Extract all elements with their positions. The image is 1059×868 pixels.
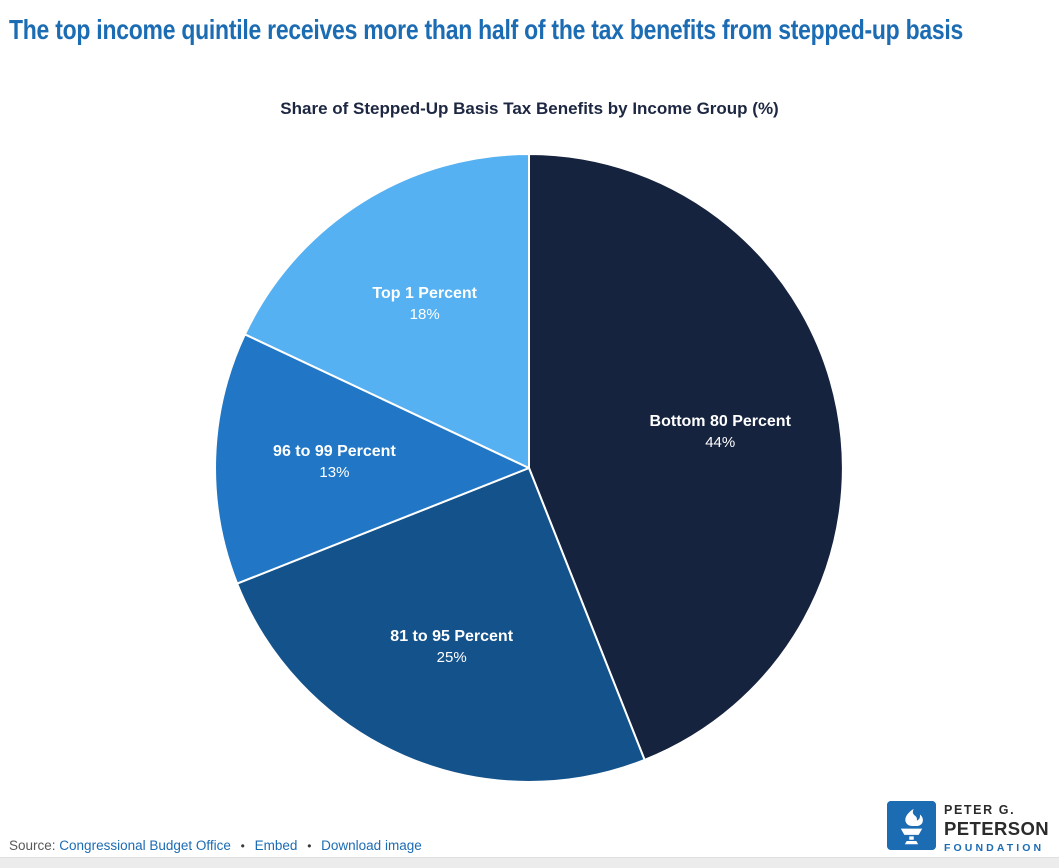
source-link-congressional-budget-office[interactable]: Congressional Budget Office	[59, 838, 231, 853]
chart-title: Share of Stepped-Up Basis Tax Benefits b…	[280, 99, 779, 118]
logo-line-peter-g: PETER G.	[944, 803, 1016, 817]
pie-slice-top-1-percent[interactable]	[243, 153, 530, 469]
embed-link[interactable]: Embed	[254, 838, 298, 853]
pie-slice-bottom-80-percent[interactable]	[528, 153, 844, 761]
peterson-foundation-logo: PETER G. PETERSON FOUNDATION	[887, 801, 1049, 854]
logo-text: PETER G. PETERSON FOUNDATION	[944, 801, 1049, 854]
page-title: The top income quintile receives more th…	[9, 14, 964, 45]
bottom-strip	[0, 857, 1059, 868]
logo-line-peterson: PETERSON	[944, 818, 1049, 839]
source-label: Source:	[9, 838, 56, 853]
logo-line-foundation: FOUNDATION	[944, 842, 1045, 854]
download-image-link[interactable]: Download image	[321, 838, 422, 853]
source-line: Source: Congressional Budget Office • Em…	[9, 838, 422, 853]
torch-icon	[887, 801, 937, 850]
bullet-separator: •	[307, 839, 312, 853]
pie-slice-96-to-99-percent[interactable]	[214, 333, 530, 585]
pie-slice-81-to-95-percent[interactable]	[236, 467, 646, 783]
bullet-separator: •	[240, 839, 245, 853]
